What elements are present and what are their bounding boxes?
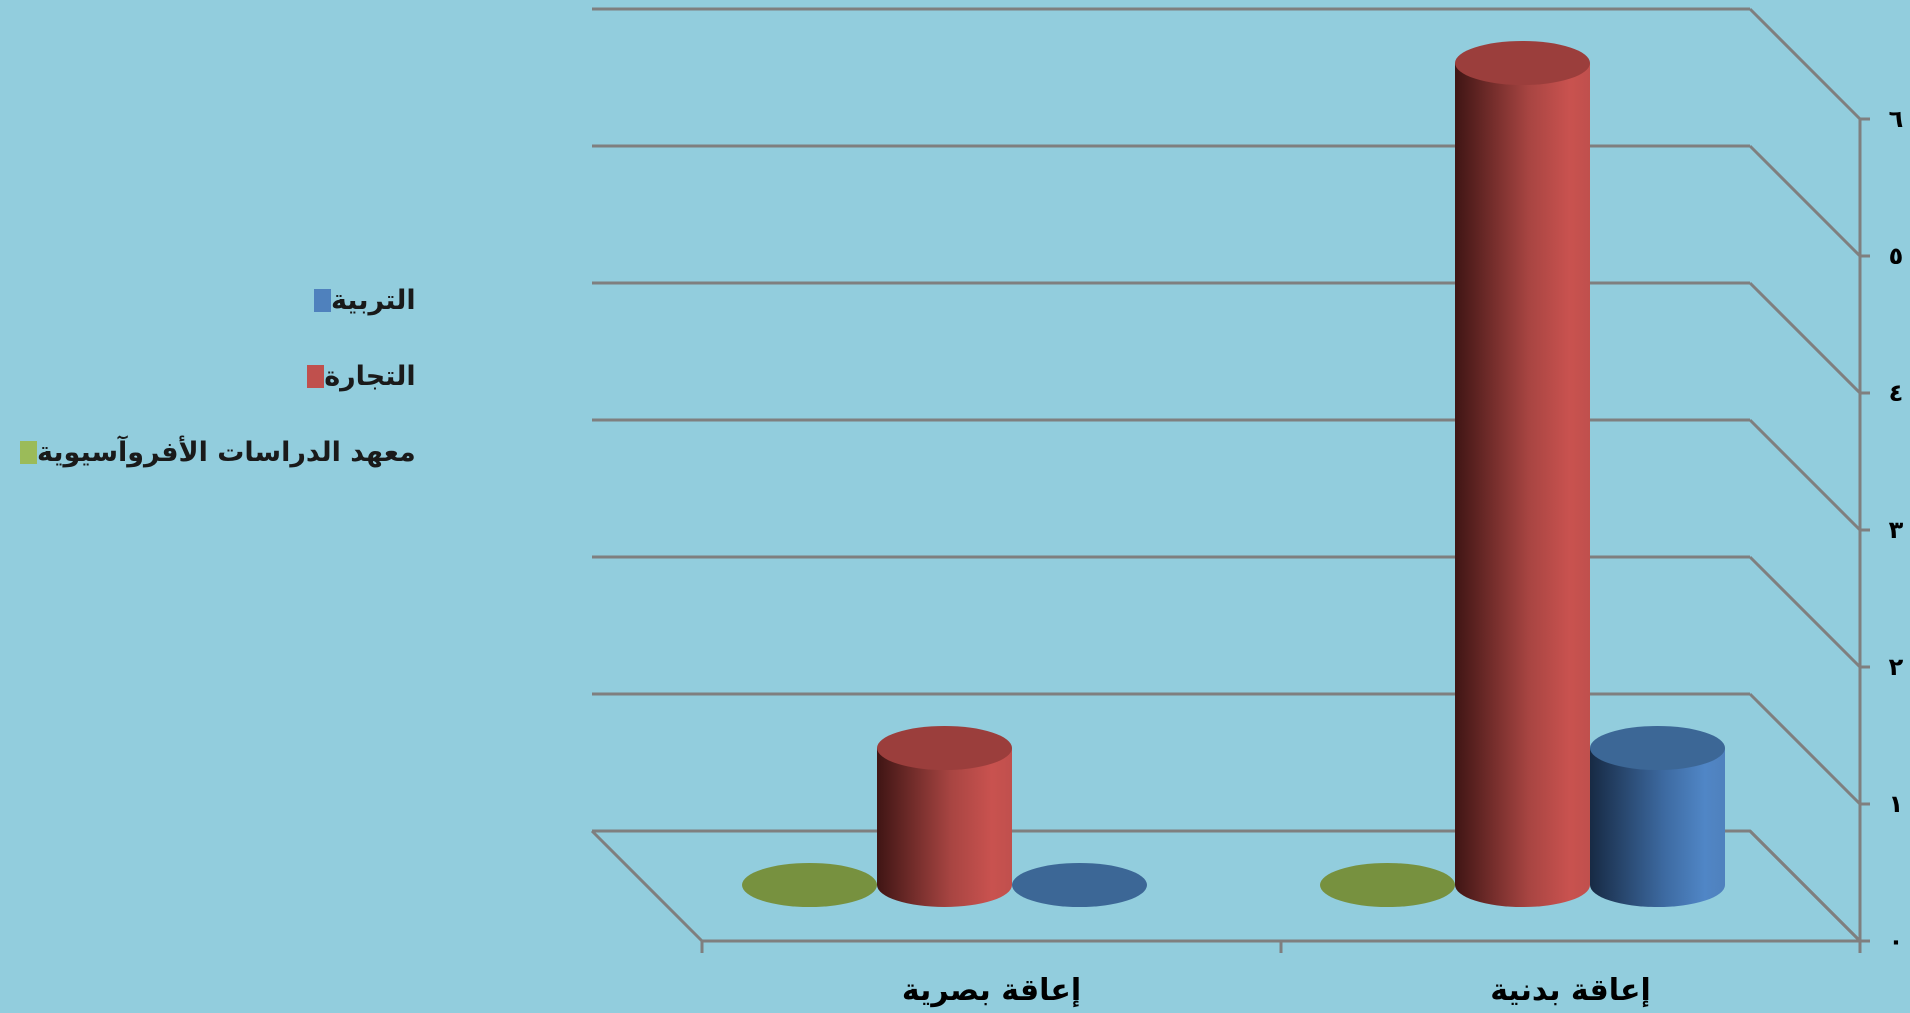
legend: التربية التجارة معهد الدراسات الأفروآسيو…	[14, 262, 416, 490]
legend-swatch-education	[313, 288, 331, 312]
bar-top-1-1	[1455, 41, 1590, 85]
gridline-depth	[1748, 692, 1862, 806]
legend-label-afroasian-institute: معهد الدراسات الأفروآسيوية	[37, 436, 416, 468]
legend-label-education: التربية	[330, 284, 416, 316]
x-category-label: إعاقة بدنية	[1490, 973, 1651, 1008]
y-tick-label: ٤	[1889, 379, 1904, 407]
bar-0-0	[1012, 863, 1147, 907]
bars	[742, 41, 1725, 907]
legend-swatch-commerce	[307, 364, 325, 388]
gridline-depth	[1748, 281, 1862, 395]
y-tick-label: ١	[1889, 790, 1904, 818]
bar-top-1-0	[1590, 726, 1725, 770]
x-category-label: إعاقة بصرية	[902, 973, 1081, 1008]
gridline-depth	[1748, 418, 1862, 532]
legend-item-afroasian-institute: معهد الدراسات الأفروآسيوية	[14, 414, 416, 490]
axis-labels: ٠ ١ ٢ ٣ ٤ ٥ ٦ إعاقة بصرية إعاقة بدنية	[902, 105, 1904, 1008]
legend-item-commerce: التجارة	[14, 338, 416, 414]
legend-item-education: التربية	[14, 262, 416, 338]
gridline-depth	[1748, 7, 1862, 121]
legend-swatch-afroasian-institute	[20, 440, 37, 464]
bar-1-2	[1320, 863, 1455, 907]
bar-top-0-1	[877, 726, 1012, 770]
bar-0-1	[877, 748, 1012, 907]
bar-1-1	[1455, 63, 1590, 907]
gridline-depth	[1748, 555, 1862, 669]
y-tick-label: ٠	[1889, 927, 1904, 955]
bar-1-0	[1590, 748, 1725, 907]
legend-label-commerce: التجارة	[324, 360, 416, 392]
y-tick-label: ٣	[1889, 516, 1904, 544]
y-tick-label: ٦	[1889, 105, 1904, 133]
y-tick-label: ٥	[1889, 242, 1904, 270]
gridline-depth	[1748, 144, 1862, 258]
y-tick-label: ٢	[1889, 653, 1904, 681]
floor-left-edge	[590, 829, 704, 943]
bar-0-2	[742, 863, 877, 907]
